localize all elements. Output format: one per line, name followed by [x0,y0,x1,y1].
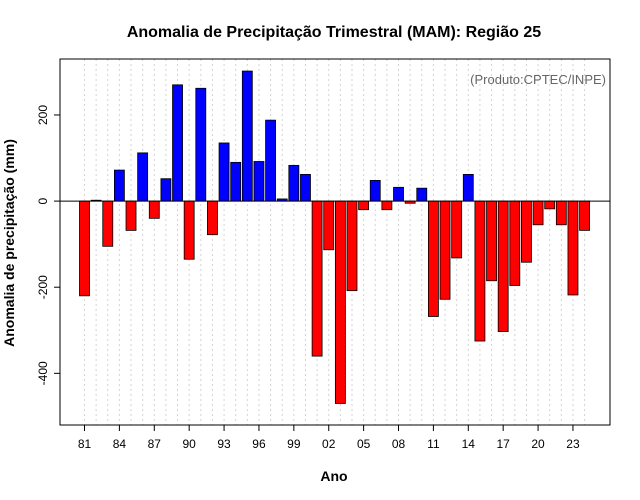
x-tick-label: 81 [78,437,92,451]
bar-1989 [172,84,183,202]
bar-1984 [113,169,125,202]
y-tick-label: -200 [36,275,50,299]
bar-2017 [497,200,509,332]
bar-2005 [358,200,370,211]
x-tick-label: 02 [322,437,336,451]
bar-2015 [474,200,486,342]
x-axis-label: Ano [320,468,347,484]
bar-2019 [521,200,532,263]
bar-2004 [346,200,358,292]
bar-2018 [509,200,521,286]
bar-2022 [555,200,567,226]
bar-2016 [486,200,497,282]
y-tick-label: 0 [36,197,50,204]
bar-1985 [125,200,137,231]
y-axis-label: Anomalia de precipitação (mm) [1,139,17,347]
bar-2010 [416,187,428,202]
x-axis: 81 84 87 90 93 96 99 02 05 08 11 14 17 20 23 [78,425,580,451]
bar-1991 [195,87,207,202]
bar-1995 [241,70,253,202]
x-tick-label: 08 [392,437,406,451]
bar-2002 [323,200,335,251]
bar-2000 [300,173,311,202]
chart-title: Anomalia de Precipitação Trimestral (MAM… [127,24,541,41]
grid [84,59,586,425]
x-tick-label: 05 [357,437,371,451]
y-tick-label: 200 [36,105,50,125]
plot-frame [59,58,611,426]
x-tick-label: 93 [217,437,231,451]
bar-2011 [427,200,439,317]
bar-2012 [439,200,451,300]
bar-2001 [311,200,323,357]
x-tick-label: 11 [427,437,440,451]
credit-text: (Produto:CPTEC/INPE) [470,72,606,87]
bar-1993 [218,142,230,202]
x-tick-label: 20 [531,437,545,451]
x-tick-label: 96 [252,437,266,451]
bar-2021 [544,200,556,210]
bar-1987 [148,200,160,219]
bar-2003 [334,200,346,404]
bar-1988 [160,178,172,202]
bar-1981 [79,200,90,297]
bar-2020 [532,200,544,226]
x-tick-label: 87 [148,437,162,451]
x-tick-label: 23 [566,437,580,451]
y-axis: -400 -200 0 200 [36,105,60,385]
x-tick-label: 17 [497,437,511,451]
bar-1999 [288,164,300,202]
bar-2024 [579,200,590,231]
bar-1992 [207,200,218,236]
bar-1997 [265,119,276,202]
bar-2006 [369,180,381,202]
x-tick-label: 99 [287,437,301,451]
bar-2014 [462,173,474,202]
bar-2008 [393,186,404,202]
bar-1986 [137,152,149,202]
bars [79,70,590,404]
x-tick-label: 90 [182,437,196,451]
bar-2013 [451,200,463,259]
bar-2007 [381,200,393,211]
x-tick-label: 84 [113,437,127,451]
bar-1983 [102,200,114,247]
y-tick-label: -400 [36,361,50,385]
bar-1990 [183,200,195,260]
bar-1994 [230,161,242,202]
x-tick-label: 14 [462,437,476,451]
bar-1996 [253,161,265,202]
bar-2023 [567,200,579,296]
